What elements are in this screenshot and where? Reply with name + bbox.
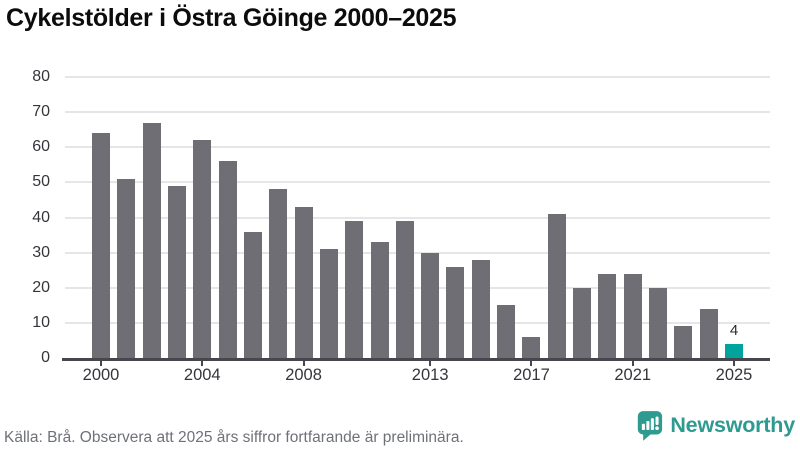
bar-2000 bbox=[92, 133, 110, 358]
y-axis-label-70: 70 bbox=[32, 103, 50, 121]
x-axis-label-2000: 2000 bbox=[82, 366, 120, 384]
highlight-value-label: 4 bbox=[729, 321, 739, 339]
x-axis-label-2013: 2013 bbox=[411, 366, 449, 384]
bar-2016 bbox=[497, 305, 516, 358]
bar-2012 bbox=[395, 221, 414, 358]
y-axis-label-80: 80 bbox=[32, 68, 50, 85]
newsworthy-brand-name: Newsworthy bbox=[670, 413, 795, 437]
y-axis-label-40: 40 bbox=[32, 208, 50, 226]
gridline-y-10 bbox=[65, 321, 770, 324]
y-axis-label-60: 60 bbox=[32, 138, 50, 156]
gridline-y-80 bbox=[65, 76, 770, 78]
x-tick-2025 bbox=[733, 361, 735, 366]
bar-2003 bbox=[167, 185, 186, 358]
bar-2006 bbox=[243, 231, 262, 358]
x-tick-2017 bbox=[530, 361, 533, 366]
x-tick-2004 bbox=[201, 361, 204, 366]
bar-2014 bbox=[446, 266, 465, 358]
x-axis-label-2004: 2004 bbox=[183, 366, 221, 384]
gridline-y-30 bbox=[65, 251, 770, 254]
bar-2007 bbox=[269, 189, 288, 358]
x-axis-label-2008: 2008 bbox=[285, 366, 322, 384]
gridline-y-60 bbox=[65, 146, 770, 149]
x-axis-label-2017: 2017 bbox=[513, 366, 550, 384]
bar-2018 bbox=[547, 213, 566, 358]
x-tick-2000 bbox=[100, 361, 102, 366]
bar-2001 bbox=[117, 178, 136, 358]
gridline-y-40 bbox=[65, 216, 770, 219]
bar-2005 bbox=[218, 161, 237, 358]
source-note: Källa: Brå. Observera att 2025 års siffr… bbox=[4, 429, 464, 446]
newsworthy-logo-icon bbox=[638, 411, 663, 441]
y-axis-label-0: 0 bbox=[41, 349, 50, 366]
gridline-y-70 bbox=[65, 111, 770, 114]
bar-2025 bbox=[725, 343, 743, 358]
bar-2011 bbox=[370, 242, 389, 358]
x-axis-label-2021: 2021 bbox=[614, 366, 652, 384]
y-axis-label-10: 10 bbox=[32, 313, 50, 331]
x-tick-2008 bbox=[302, 361, 305, 366]
bar-2004 bbox=[193, 140, 212, 358]
bar-2013 bbox=[421, 252, 440, 358]
x-axis-label-2025: 2025 bbox=[715, 366, 753, 384]
bar-2009 bbox=[319, 249, 338, 358]
bar-2024 bbox=[699, 308, 718, 358]
bar-2015 bbox=[471, 259, 490, 358]
bar-2023 bbox=[674, 326, 693, 358]
gridline-y-50 bbox=[65, 181, 770, 184]
x-tick-2013 bbox=[429, 361, 432, 366]
bar-2008 bbox=[294, 206, 313, 358]
x-tick-2021 bbox=[631, 361, 634, 366]
y-axis-label-20: 20 bbox=[32, 278, 50, 296]
newsworthy-brand-link[interactable]: Newsworthy bbox=[636, 410, 795, 441]
bar-2021 bbox=[623, 273, 642, 358]
y-axis-label-50: 50 bbox=[32, 173, 50, 191]
bar-2017 bbox=[522, 336, 541, 358]
gridline-y-20 bbox=[65, 286, 770, 289]
y-axis-label-30: 30 bbox=[32, 243, 50, 261]
bar-2022 bbox=[649, 287, 668, 358]
chart-title: Cykelstölder i Östra Göinge 2000–2025 bbox=[6, 4, 457, 32]
x-axis-line bbox=[62, 358, 770, 361]
bar-2019 bbox=[573, 287, 592, 358]
bar-2010 bbox=[345, 221, 364, 358]
bar-2020 bbox=[598, 273, 617, 358]
bar-2002 bbox=[142, 122, 161, 358]
